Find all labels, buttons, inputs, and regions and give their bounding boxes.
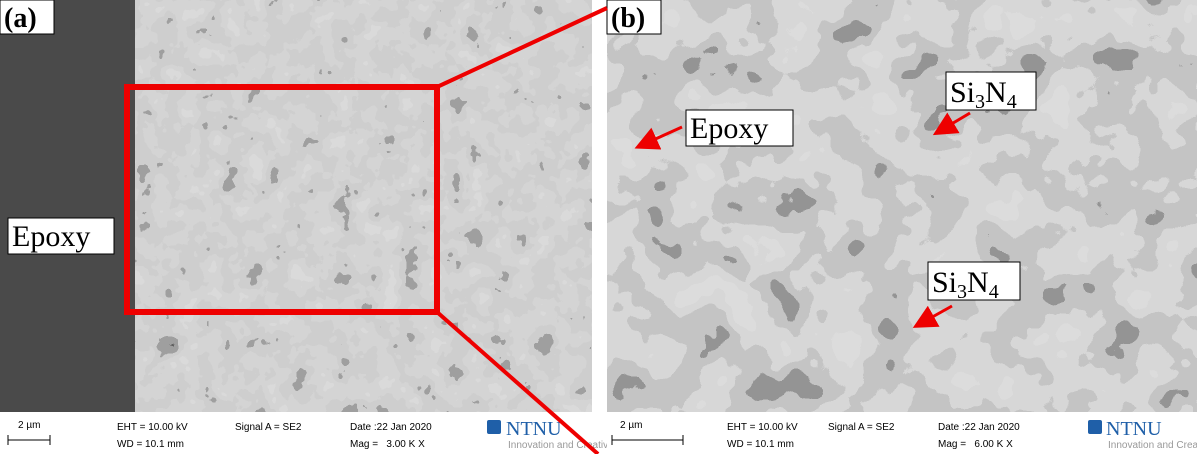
signal: Signal A = SE2 — [235, 422, 302, 433]
info-bar: 2 µm EHT = 10.00 kV WD = 10.1 mm Signal … — [0, 412, 618, 454]
formula-part: Si — [932, 266, 957, 299]
wd: WD = 10.1 mm — [727, 439, 794, 450]
formula-part: 4 — [1007, 91, 1017, 113]
date: Date :22 Jan 2020 — [938, 422, 1020, 433]
tagline: Innovation and Creativity — [508, 440, 618, 451]
panel-b: (b) Epoxy Si3N4 Si3N4 2 µm EHT = 10.00 k… — [607, 0, 1197, 454]
logo: NTNU — [506, 418, 562, 440]
formula-part: Si — [950, 76, 975, 109]
panel-a: (a) Epoxy 2 µm EHT = 10.00 kV WD = 10.1 … — [0, 0, 618, 454]
info-background — [0, 412, 592, 454]
logo-icon — [487, 420, 501, 434]
signal: Signal A = SE2 — [828, 422, 895, 433]
formula-part: 3 — [957, 281, 967, 303]
mag: Mag = 6.00 K X — [938, 439, 1013, 450]
formula-part: 4 — [989, 281, 999, 303]
eht: EHT = 10.00 kV — [117, 422, 188, 433]
wd: WD = 10.1 mm — [117, 439, 184, 450]
annotation: Epoxy — [690, 112, 768, 145]
logo-icon — [1088, 420, 1102, 434]
panel-label: (b) — [611, 3, 645, 34]
eht: EHT = 10.00 kV — [727, 422, 798, 433]
annotation: Epoxy — [12, 220, 90, 253]
epoxy-region — [0, 0, 135, 412]
logo: NTNU — [1106, 418, 1162, 440]
tagline: Innovation and Creativity — [1108, 440, 1197, 451]
panel-label: (a) — [4, 3, 37, 34]
scale-text: 2 µm — [18, 420, 40, 431]
formula-part: 3 — [975, 91, 985, 113]
info-bar: 2 µm EHT = 10.00 kV WD = 10.1 mm Signal … — [607, 412, 1197, 454]
sem-image — [607, 0, 1197, 412]
date: Date :22 Jan 2020 — [350, 422, 432, 433]
scale-text: 2 µm — [620, 420, 642, 431]
formula-part: N — [985, 76, 1007, 109]
figure: (a) Epoxy 2 µm EHT = 10.00 kV WD = 10.1 … — [0, 0, 1197, 454]
mag: Mag = 3.00 K X — [350, 439, 425, 450]
formula-part: N — [967, 266, 989, 299]
